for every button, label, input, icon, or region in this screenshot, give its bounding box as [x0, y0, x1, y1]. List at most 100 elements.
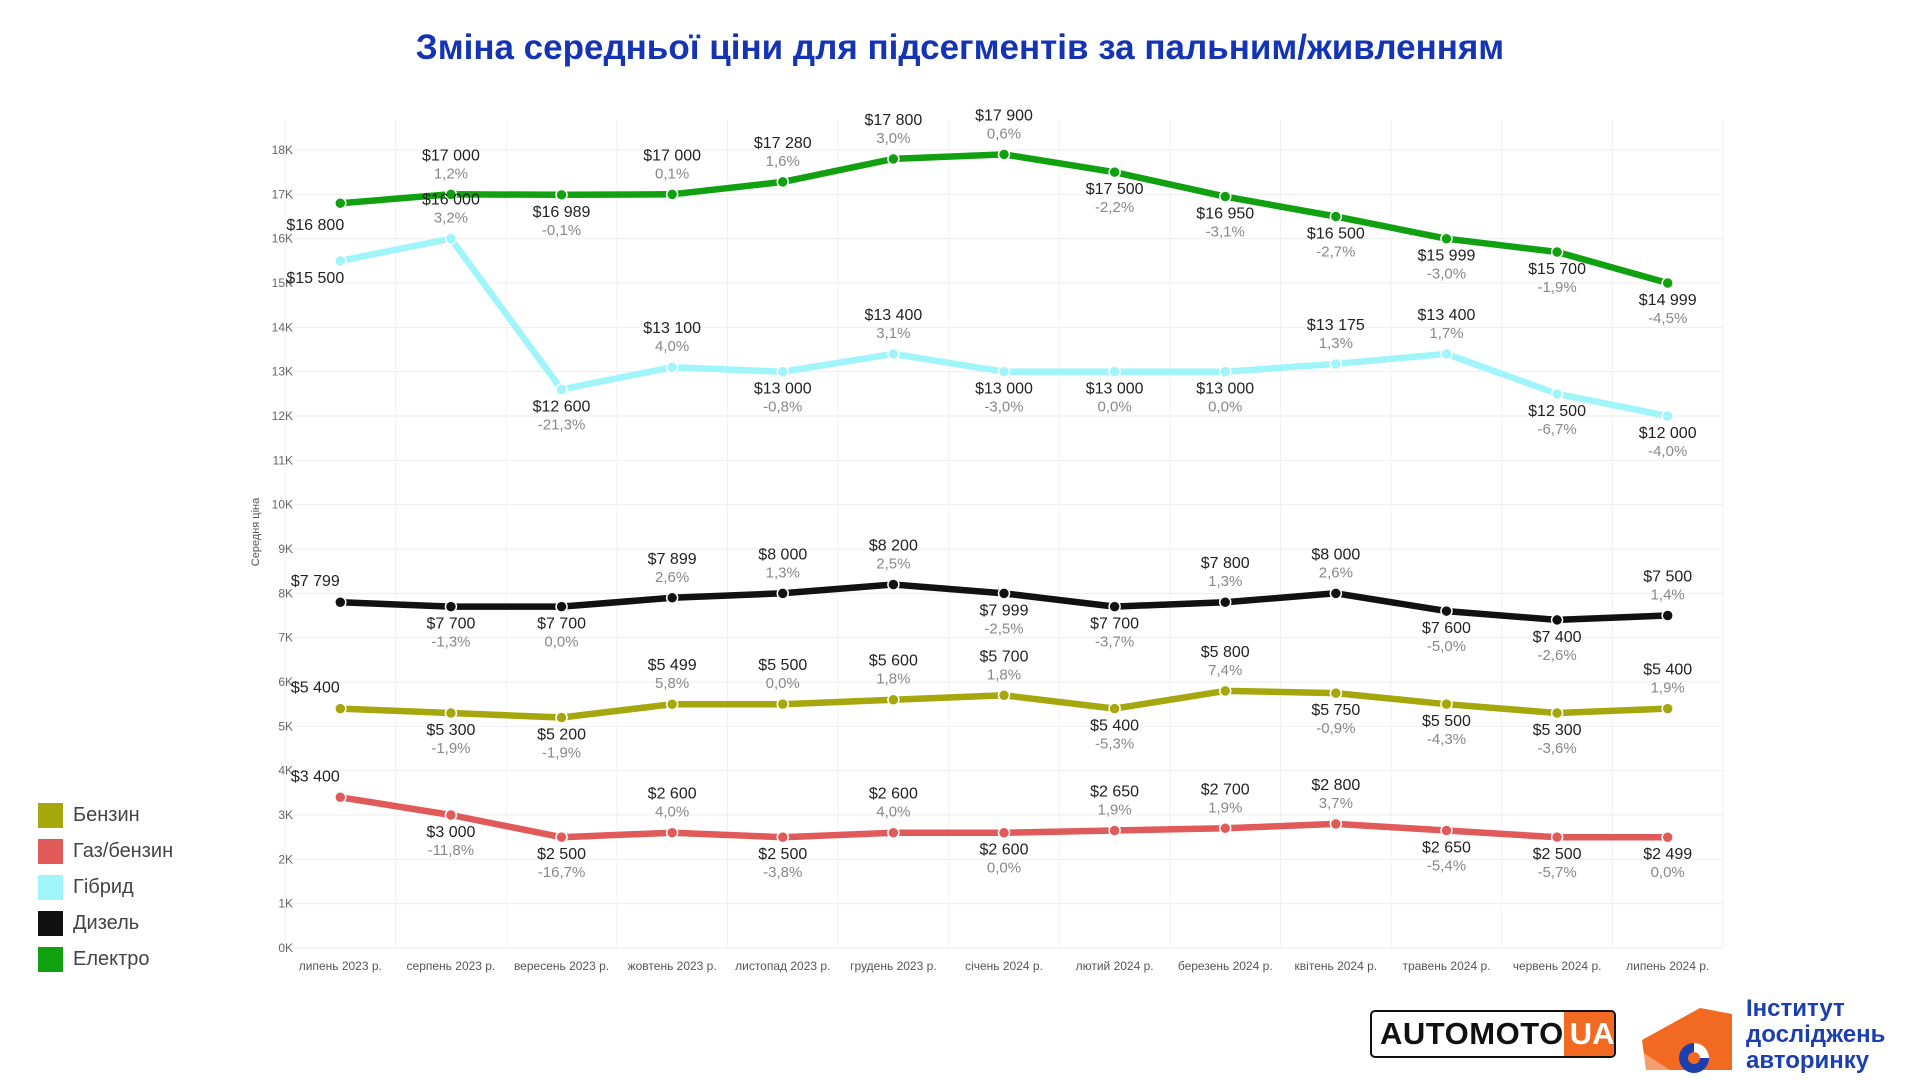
data-point-hybrid[interactable] — [444, 232, 458, 245]
data-point-diesel[interactable] — [1329, 587, 1343, 600]
data-label-change: 1,3% — [766, 564, 800, 581]
data-point-gas[interactable] — [1440, 824, 1453, 837]
legend-item-hybrid[interactable]: Гібрид — [38, 869, 173, 905]
data-label-change: 2,6% — [1319, 564, 1353, 581]
data-point-petrol[interactable] — [1661, 702, 1674, 715]
data-point-diesel[interactable] — [1440, 604, 1453, 618]
data-point-gas[interactable] — [665, 826, 679, 839]
data-point-petrol[interactable] — [1440, 697, 1453, 711]
data-label-value: $3 400 — [291, 768, 340, 785]
legend-swatch — [38, 946, 63, 972]
data-point-petrol[interactable] — [334, 702, 347, 715]
data-point-gas[interactable] — [555, 830, 568, 844]
data-point-hybrid[interactable] — [1108, 365, 1121, 378]
data-point-diesel[interactable] — [1218, 595, 1232, 609]
legend-item-gas[interactable]: Газ/бензин — [38, 833, 173, 869]
data-point-hybrid[interactable] — [555, 383, 568, 396]
y-axis: 0K 1K 2K 3K 4K 5K 6K 7K 8K 9K 10K 11K 12K 13K 14K 15K 16… — [272, 143, 293, 955]
data-point-gas[interactable] — [887, 826, 900, 839]
data-point-hybrid[interactable] — [1661, 409, 1674, 423]
data-point-petrol[interactable] — [1550, 706, 1564, 720]
legend-swatch — [38, 802, 63, 828]
data-label-value: $5 500 — [758, 657, 807, 674]
data-point-petrol[interactable] — [1329, 686, 1343, 700]
data-point-diesel[interactable] — [776, 587, 790, 600]
legend-label: Газ/бензин — [73, 839, 174, 862]
y-tick-label: 8K — [278, 586, 293, 600]
data-point-petrol[interactable] — [997, 689, 1011, 702]
data-point-petrol[interactable] — [887, 693, 900, 706]
data-label-value: $7 799 — [291, 573, 340, 590]
legend-item-electric[interactable]: Електро — [38, 941, 173, 977]
data-point-gas[interactable] — [1661, 830, 1674, 844]
data-point-petrol[interactable] — [1108, 702, 1121, 715]
data-point-electric[interactable] — [665, 188, 679, 201]
data-point-electric[interactable] — [1218, 190, 1232, 203]
data-point-hybrid[interactable] — [887, 347, 900, 361]
legend: Бензин Газ/бензин Гібрид Дизель Електро — [38, 797, 173, 977]
data-point-gas[interactable] — [776, 830, 790, 844]
data-point-electric[interactable] — [887, 152, 900, 166]
x-tick-label: жовтень 2023 р. — [628, 959, 717, 973]
data-point-hybrid[interactable] — [334, 254, 347, 268]
data-point-gas[interactable] — [334, 791, 347, 804]
data-point-electric[interactable] — [334, 196, 347, 210]
data-point-electric[interactable] — [776, 175, 790, 189]
data-label-change: 3,0% — [876, 130, 910, 147]
data-point-hybrid[interactable] — [1218, 365, 1232, 378]
data-point-gas[interactable] — [1550, 830, 1564, 844]
data-point-petrol[interactable] — [776, 697, 790, 711]
data-point-petrol[interactable] — [444, 706, 458, 720]
data-point-gas[interactable] — [444, 808, 458, 822]
data-point-diesel[interactable] — [444, 600, 458, 613]
data-point-electric[interactable] — [555, 188, 568, 202]
data-point-gas[interactable] — [1108, 824, 1121, 837]
data-point-electric[interactable] — [1329, 210, 1343, 223]
y-tick-label: 17K — [272, 187, 293, 201]
data-point-diesel[interactable] — [887, 578, 900, 591]
data-point-electric[interactable] — [1108, 165, 1121, 179]
data-point-hybrid[interactable] — [1329, 357, 1343, 371]
data-point-hybrid[interactable] — [1550, 387, 1564, 401]
data-point-hybrid[interactable] — [665, 360, 679, 374]
data-point-diesel[interactable] — [1661, 609, 1674, 622]
data-point-petrol[interactable] — [665, 697, 679, 711]
line-chart: 0K 1K 2K 3K 4K 5K 6K 7K 8K 9K 10K 11K 12K 13K 14K 15K 16… — [250, 107, 1724, 973]
data-label-change: 1,3% — [1208, 573, 1242, 590]
data-label-value: $8 000 — [1311, 546, 1360, 563]
data-point-diesel[interactable] — [1550, 613, 1564, 627]
data-point-petrol[interactable] — [555, 711, 568, 724]
data-label-change: 4,0% — [655, 338, 689, 355]
data-label-change: -3,0% — [1427, 266, 1466, 283]
data-point-gas[interactable] — [1329, 817, 1343, 831]
data-point-gas[interactable] — [1218, 822, 1232, 835]
legend-item-diesel[interactable]: Дизель — [38, 905, 173, 941]
institute-logo[interactable]: Інститут досліджень авторинку — [1640, 996, 1910, 1076]
legend-item-petrol[interactable]: Бензин — [38, 797, 173, 833]
data-label-value: $16 800 — [286, 217, 344, 234]
data-point-electric[interactable] — [1550, 245, 1564, 259]
automoto-logo[interactable]: AUTOMOTO UA — [1370, 1010, 1616, 1058]
data-label-change: 0,6% — [987, 125, 1021, 142]
data-point-hybrid[interactable] — [997, 365, 1011, 378]
data-label-change: -3,0% — [984, 399, 1023, 416]
legend-label: Гібрид — [73, 875, 134, 898]
data-label-change: -21,3% — [538, 416, 586, 433]
data-label-change: 4,0% — [655, 804, 689, 821]
data-point-electric[interactable] — [997, 148, 1011, 161]
data-point-electric[interactable] — [1661, 276, 1674, 290]
data-point-diesel[interactable] — [665, 591, 679, 605]
legend-label: Дизель — [73, 911, 140, 934]
data-point-diesel[interactable] — [1108, 600, 1121, 613]
data-point-electric[interactable] — [1440, 232, 1453, 245]
data-point-gas[interactable] — [997, 826, 1011, 839]
data-point-hybrid[interactable] — [776, 365, 790, 378]
data-point-petrol[interactable] — [1218, 684, 1232, 698]
data-point-diesel[interactable] — [555, 600, 568, 613]
data-label-value: $14 999 — [1639, 292, 1697, 309]
data-point-electric[interactable] — [444, 188, 458, 201]
data-point-diesel[interactable] — [334, 595, 347, 609]
data-point-diesel[interactable] — [997, 587, 1011, 600]
data-point-hybrid[interactable] — [1440, 347, 1453, 361]
y-tick-label: 11K — [273, 453, 293, 467]
